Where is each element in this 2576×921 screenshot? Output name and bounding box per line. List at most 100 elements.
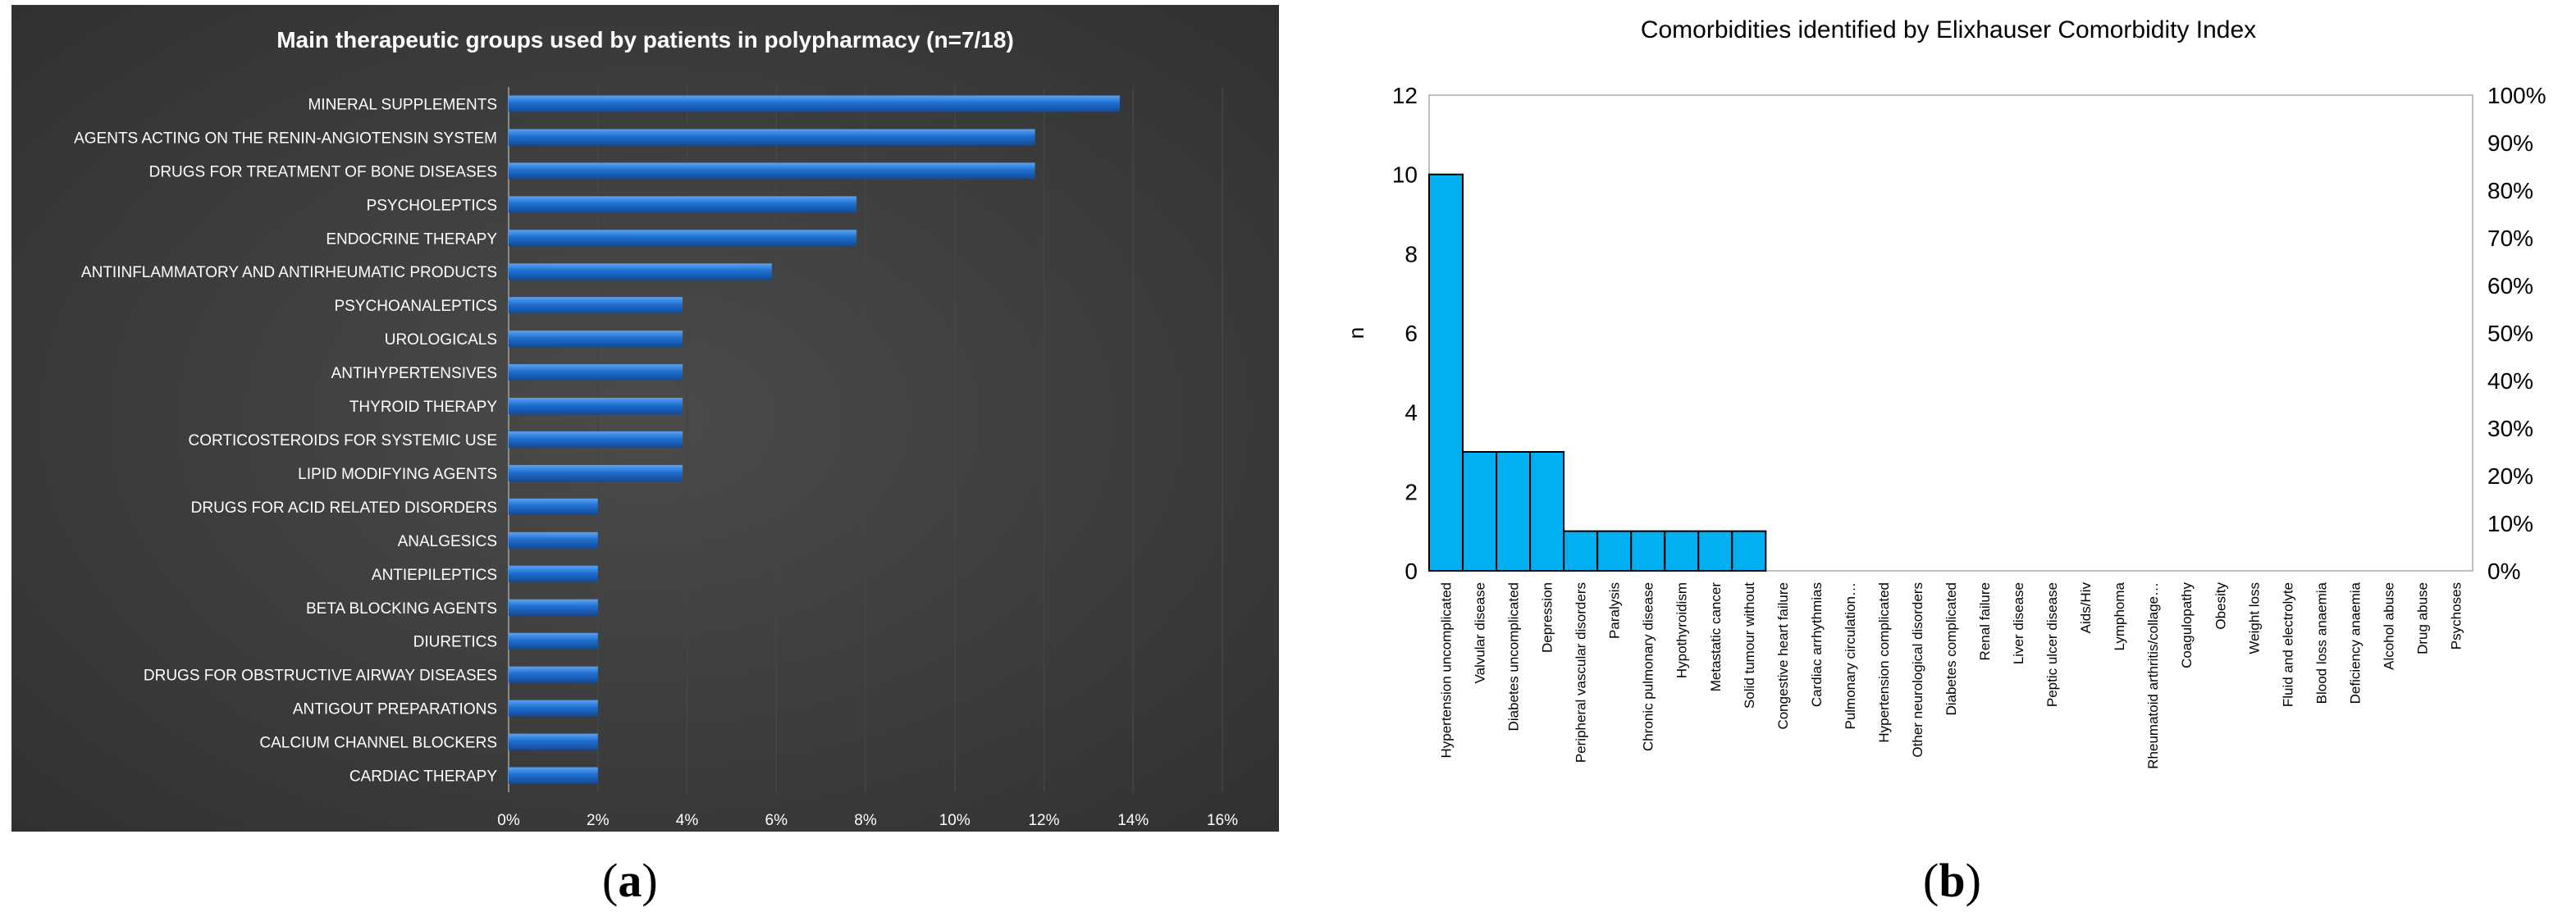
panel-a-therapeutic-groups-chart: Main therapeutic groups used by patients… xyxy=(11,5,1279,832)
chart-b-category-label: Hypothyroidism xyxy=(1674,582,1690,678)
chart-b-category-label: Hypertension complicated xyxy=(1876,582,1892,743)
chart-b-bar xyxy=(1664,530,1700,572)
chart-a-category-label: ANTIHYPERTENSIVES xyxy=(331,365,497,382)
chart-a-category-label: PSYCHOLEPTICS xyxy=(367,197,497,214)
chart-b-y2-tick-label: 0% xyxy=(2487,559,2520,584)
chart-b-category-label: Renal failure xyxy=(1977,582,1993,660)
chart-b-y-tick-label: 10 xyxy=(1392,162,1418,188)
chart-b-category-label: Metastatic cancer xyxy=(1708,582,1724,692)
chart-a-x-tick-label: 2% xyxy=(587,812,610,829)
chart-b-category-label: Diabetes complicated xyxy=(1943,582,1959,716)
chart-a-category-label: PSYCHOANALEPTICS xyxy=(335,298,498,315)
chart-b-bar xyxy=(1462,451,1498,572)
chart-b-category-label: Weight loss xyxy=(2246,582,2262,654)
chart-b-y2-tick-label: 50% xyxy=(2487,321,2533,346)
chart-b-y-tick-label: 0 xyxy=(1404,559,1418,584)
chart-b-y2-tick-label: 60% xyxy=(2487,273,2533,299)
chart-a-category-label: UROLOGICALS xyxy=(385,331,497,349)
chart-a-bar xyxy=(509,565,598,582)
chart-b-category-label: Paralysis xyxy=(1607,582,1623,639)
chart-a-x-tick-label: 8% xyxy=(854,812,877,829)
chart-b-category-label: Other neurological disorders xyxy=(1910,582,1925,758)
chart-a-bar xyxy=(509,196,857,213)
chart-b-category-label: Peptic ulcer disease xyxy=(2044,582,2060,707)
chart-a-bar xyxy=(509,599,598,616)
chart-a-bar xyxy=(509,767,598,784)
chart-a-x-tick-label: 14% xyxy=(1117,812,1149,829)
chart-b-bar xyxy=(1731,530,1767,572)
chart-a-bar xyxy=(509,700,598,717)
chart-a-bar xyxy=(509,632,598,650)
chart-a-category-label: THYROID THERAPY xyxy=(349,399,498,416)
chart-b-y2-tick-label: 80% xyxy=(2487,178,2533,203)
chart-a-bar xyxy=(509,95,1120,112)
chart-b-category-label: Drug abuse xyxy=(2414,582,2430,654)
chart-a-category-label: DRUGS FOR ACID RELATED DISORDERS xyxy=(191,499,497,517)
chart-b-y-tick-label: 2 xyxy=(1404,479,1418,504)
chart-a-x-tick-label: 12% xyxy=(1028,812,1059,829)
chart-a-category-label: LIPID MODIFYING AGENTS xyxy=(298,466,497,483)
chart-a-bar xyxy=(509,263,772,280)
chart-b-bar xyxy=(1563,530,1599,572)
chart-a-category-label: DRUGS FOR TREATMENT OF BONE DISEASES xyxy=(149,163,497,180)
chart-b-bar xyxy=(1697,530,1733,572)
chart-b-category-label: Alcohol abuse xyxy=(2381,582,2396,670)
chart-b-y-tick-label: 12 xyxy=(1392,83,1418,108)
chart-b-category-label: Coagulopathy xyxy=(2179,582,2195,668)
chart-b-category-label: Pulmonary circulation… xyxy=(1843,582,1858,730)
chart-a-category-label: DIURETICS xyxy=(413,634,497,651)
chart-a-category-label: MINERAL SUPPLEMENTS xyxy=(308,96,497,113)
chart-a-x-tick-label: 10% xyxy=(939,812,971,829)
chart-b-y-tick-label: 4 xyxy=(1404,400,1418,426)
chart-b-category-label: Cardiac arrhythmias xyxy=(1809,582,1825,707)
chart-b-category-label: Hypertension uncomplicated xyxy=(1439,582,1455,759)
chart-a-bar xyxy=(509,129,1035,146)
chart-b-y2-tick-label: 20% xyxy=(2487,463,2533,489)
chart-b-category-label: Lymphoma xyxy=(2112,581,2127,650)
chart-a-category-label: ANALGESICS xyxy=(398,533,497,550)
chart-b-category-label: Liver disease xyxy=(2011,582,2026,664)
chart-a-category-label: CARDIAC THERAPY xyxy=(349,768,498,786)
chart-b-bar xyxy=(1496,451,1532,572)
chart-b-y-tick-label: 6 xyxy=(1404,321,1418,346)
chart-b-category-label: Psychoses xyxy=(2448,582,2464,650)
chart-b-category-label: Rheumatoid arthritis/collage… xyxy=(2145,582,2161,769)
caption-b: (b) xyxy=(1923,854,1981,907)
caption-b-letter: b xyxy=(1939,854,1966,907)
chart-b-bar xyxy=(1428,173,1464,572)
chart-b-svg: Comorbidities identified by Elixhauser C… xyxy=(1337,0,2576,869)
chart-b-y2-tick-label: 70% xyxy=(2487,226,2533,251)
chart-a-bar xyxy=(509,331,683,348)
chart-b-category-label: Fluid and electrolyte xyxy=(2280,582,2295,707)
chart-b-title: Comorbidities identified by Elixhauser C… xyxy=(1641,16,2256,43)
chart-b-y2-tick-label: 10% xyxy=(2487,511,2533,536)
chart-b-background xyxy=(1337,0,2576,869)
chart-a-bar xyxy=(509,398,683,415)
chart-a-x-tick-label: 16% xyxy=(1207,812,1238,829)
chart-a-bar xyxy=(509,666,598,683)
chart-b-category-label: Chronic pulmonary disease xyxy=(1641,582,1656,751)
chart-b-y2-tick-label: 100% xyxy=(2487,83,2546,108)
chart-b-y2-tick-label: 30% xyxy=(2487,416,2533,441)
chart-b-category-label: Solid tumour without xyxy=(1742,582,1757,709)
chart-b-bar xyxy=(1529,451,1565,572)
chart-b-category-label: Blood loss anaemia xyxy=(2313,581,2329,704)
chart-a-category-label: AGENTS ACTING ON THE RENIN-ANGIOTENSIN S… xyxy=(74,130,497,147)
caption-a-letter: a xyxy=(618,854,642,907)
chart-a-category-label: ANTIINFLAMMATORY AND ANTIRHEUMATIC PRODU… xyxy=(81,264,497,281)
chart-b-category-label: Obesity xyxy=(2213,582,2228,630)
panel-b-comorbidities-chart: Comorbidities identified by Elixhauser C… xyxy=(1337,0,2576,869)
chart-a-bar xyxy=(509,733,598,750)
chart-a-bar xyxy=(509,531,598,549)
chart-b-category-label: Congestive heart failure xyxy=(1775,582,1791,730)
chart-a-bar xyxy=(509,364,683,381)
chart-a-bar xyxy=(509,230,857,247)
chart-b-y2-tick-label: 40% xyxy=(2487,368,2533,394)
chart-b-bar xyxy=(1596,530,1633,572)
chart-a-category-label: ANTIEPILEPTICS xyxy=(372,567,497,584)
chart-a-bar xyxy=(509,431,683,448)
chart-a-category-label: CALCIUM CHANNEL BLOCKERS xyxy=(259,735,497,752)
chart-a-bar xyxy=(509,162,1035,180)
chart-b-category-label: Depression xyxy=(1540,582,1555,653)
chart-b-category-label: Diabetes uncomplicated xyxy=(1506,582,1522,731)
